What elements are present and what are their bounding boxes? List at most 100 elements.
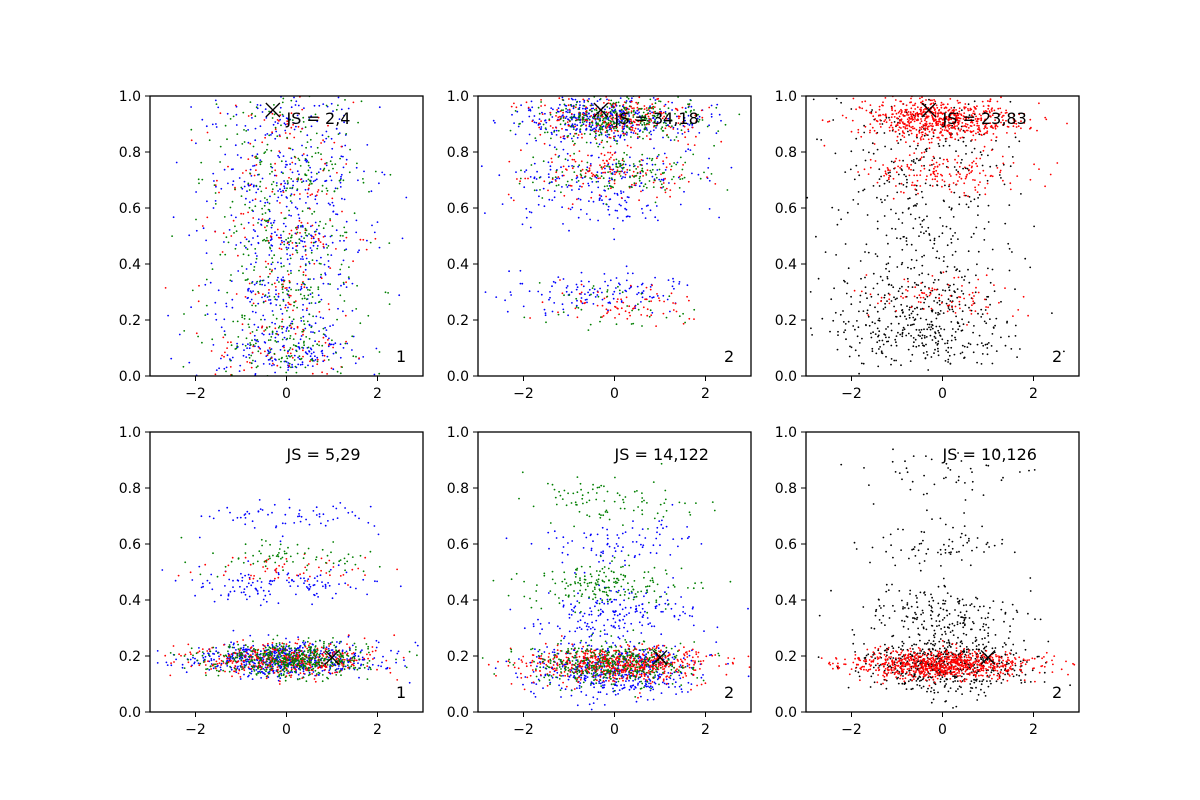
scatter-point xyxy=(290,269,292,272)
scatter-point xyxy=(234,247,237,250)
scatter-point xyxy=(339,343,342,346)
scatter-point xyxy=(281,320,283,323)
scatter-point xyxy=(191,289,194,292)
scatter-point xyxy=(571,165,573,167)
scatter-point xyxy=(649,295,651,298)
scatter-point xyxy=(866,309,869,312)
scatter-point xyxy=(639,171,642,173)
scatter-point xyxy=(320,277,323,280)
scatter-point xyxy=(631,186,633,189)
scatter-point xyxy=(302,329,305,332)
scatter-point xyxy=(201,118,204,121)
scatter-point xyxy=(232,168,234,171)
scatter-point xyxy=(959,307,961,310)
scatter-point xyxy=(597,177,600,180)
scatter-point xyxy=(672,126,675,129)
scatter-point xyxy=(248,353,250,356)
scatter-point xyxy=(548,118,551,121)
scatter-point xyxy=(641,189,644,192)
scatter-point xyxy=(269,357,272,360)
scatter-point xyxy=(304,274,307,277)
scatter-point xyxy=(869,129,871,132)
scatter-point xyxy=(310,171,313,174)
scatter-point xyxy=(301,297,304,300)
scatter-point xyxy=(258,347,261,349)
scatter-point xyxy=(1044,185,1046,188)
scatter-point xyxy=(912,127,914,130)
scatter-point xyxy=(646,308,649,311)
scatter-point xyxy=(885,355,887,358)
scatter-point xyxy=(267,359,270,361)
scatter-point xyxy=(958,303,961,306)
scatter-point xyxy=(588,121,591,124)
scatter-point xyxy=(950,118,952,121)
scatter-point xyxy=(195,229,198,232)
scatter-point xyxy=(311,359,314,362)
scatter-point xyxy=(886,276,889,278)
scatter-point xyxy=(342,166,345,169)
scatter-point xyxy=(890,300,893,302)
scatter-point xyxy=(898,115,901,118)
scatter-point xyxy=(872,272,875,275)
scatter-point xyxy=(225,370,227,373)
scatter-point xyxy=(924,119,926,122)
scatter-point xyxy=(625,125,628,127)
scatter-point xyxy=(849,345,851,348)
scatter-point xyxy=(587,100,590,103)
scatter-point xyxy=(658,168,661,171)
scatter-point xyxy=(703,171,705,174)
scatter-point xyxy=(817,277,820,280)
scatter-point xyxy=(621,127,624,129)
scatter-point xyxy=(519,177,522,180)
scatter-point xyxy=(266,296,269,298)
scatter-point xyxy=(287,330,290,332)
scatter-point xyxy=(893,296,895,299)
scatter-point xyxy=(954,127,957,130)
scatter-point xyxy=(259,185,261,188)
scatter-point xyxy=(223,168,226,171)
scatter-point xyxy=(950,339,953,342)
scatter-point xyxy=(290,234,293,237)
scatter-point xyxy=(987,306,989,309)
scatter-point xyxy=(977,128,980,131)
scatter-point xyxy=(339,157,341,160)
scatter-point xyxy=(925,203,927,206)
scatter-point xyxy=(621,159,624,162)
series-blue xyxy=(480,96,733,317)
scatter-point xyxy=(310,125,313,128)
scatter-point xyxy=(639,122,642,124)
scatter-point xyxy=(233,232,235,234)
scatter-point xyxy=(890,116,893,118)
scatter-point xyxy=(870,112,873,115)
scatter-point xyxy=(977,278,980,281)
scatter-point xyxy=(221,354,223,357)
scatter-point xyxy=(324,223,327,225)
scatter-point xyxy=(648,157,651,160)
scatter-point xyxy=(625,201,628,204)
scatter-point xyxy=(195,332,198,335)
scatter-point xyxy=(220,187,223,190)
scatter-point xyxy=(608,179,611,182)
scatter-point xyxy=(679,203,682,206)
scatter-point xyxy=(605,111,608,114)
scatter-point xyxy=(961,344,964,347)
scatter-point xyxy=(256,339,259,341)
scatter-point xyxy=(987,267,989,270)
scatter-point xyxy=(267,262,270,265)
scatter-point xyxy=(275,304,278,306)
scatter-point xyxy=(657,154,660,156)
scatter-point xyxy=(963,194,966,197)
scatter-point xyxy=(971,130,973,133)
scatter-point xyxy=(987,115,990,118)
scatter-point xyxy=(623,121,626,124)
scatter-point xyxy=(255,155,258,158)
scatter-point xyxy=(901,130,904,133)
scatter-point xyxy=(898,110,901,113)
scatter-point xyxy=(937,347,939,350)
scatter-point xyxy=(935,161,938,164)
scatter-point xyxy=(931,164,933,166)
scatter-point xyxy=(676,109,679,112)
scatter-point xyxy=(325,104,328,107)
scatter-point xyxy=(269,163,272,166)
scatter-point xyxy=(279,106,282,109)
